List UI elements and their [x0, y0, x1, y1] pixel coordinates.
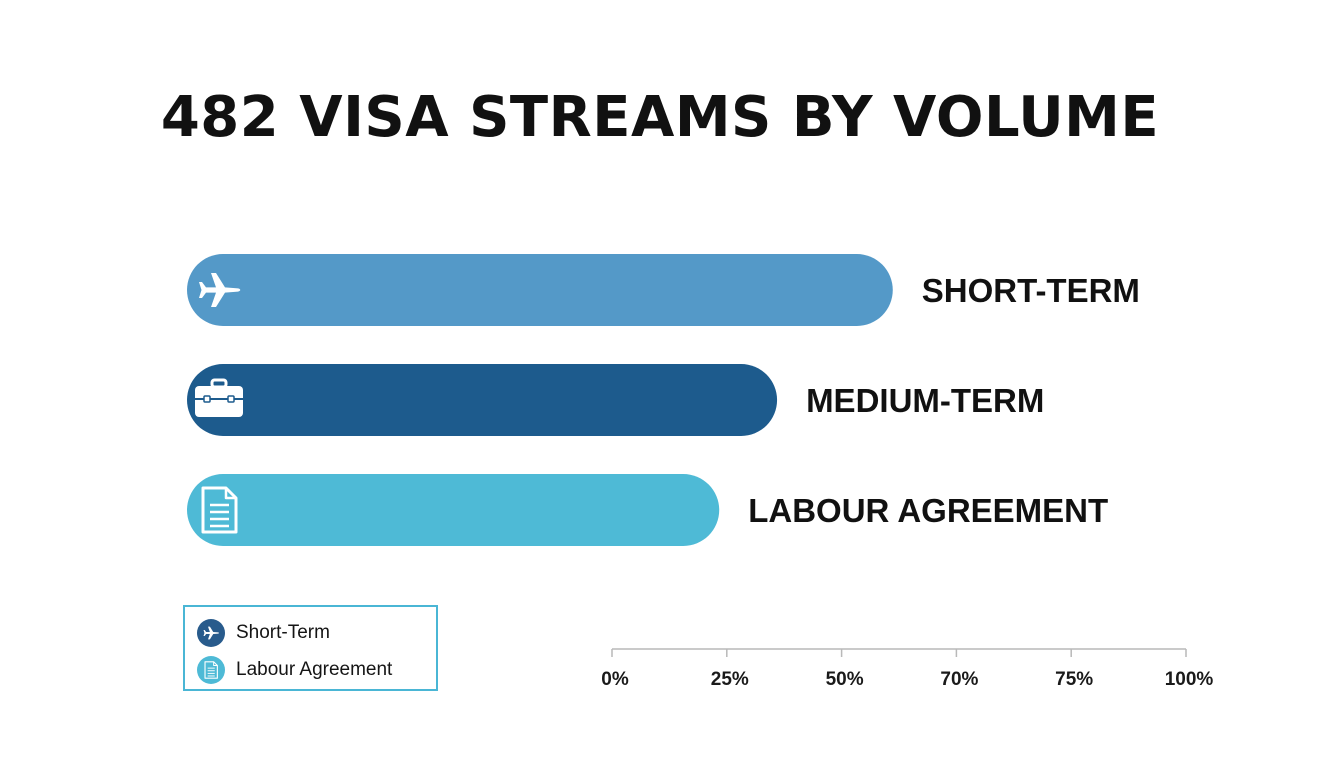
legend-label: Labour Agreement	[236, 659, 393, 680]
bar	[187, 474, 720, 546]
legend-item-short-term: Short-Term	[197, 619, 330, 647]
x-axis: 0% 25% 50% 70% 75% 100%	[601, 648, 1214, 690]
bar-group: MEDIUM-TERM	[187, 364, 1044, 436]
chart-title: 482 VISA STREAMS BY VOLUME	[160, 85, 1160, 150]
x-tick-label: 100%	[1165, 669, 1214, 690]
bar-group: SHORT-TERM	[187, 254, 1140, 326]
bar-label: MEDIUM-TERM	[806, 382, 1044, 419]
bar-label: LABOUR AGREEMENT	[748, 492, 1108, 529]
x-tick-label: 50%	[826, 669, 864, 690]
plane-icon-glyph	[203, 626, 219, 640]
bar	[187, 254, 893, 326]
bar-group: LABOUR AGREEMENT	[187, 474, 1108, 546]
document-icon-glyph	[204, 661, 218, 679]
x-tick-label: 75%	[1055, 669, 1093, 690]
briefcase-icon	[195, 378, 243, 417]
plane-icon	[197, 619, 225, 647]
plane-icon	[199, 273, 241, 307]
document-icon	[201, 486, 238, 534]
legend-item-labour-agreement: Labour Agreement	[197, 656, 392, 684]
bar	[187, 364, 778, 436]
x-tick-label: 25%	[711, 669, 749, 690]
document-icon	[197, 656, 225, 684]
legend-label: Short-Term	[236, 622, 330, 643]
legend: Short-Term Labour Agreement	[183, 605, 438, 691]
x-tick-label: 70%	[940, 669, 978, 690]
x-tick-label: 0%	[601, 669, 629, 690]
bar-label: SHORT-TERM	[922, 272, 1140, 309]
